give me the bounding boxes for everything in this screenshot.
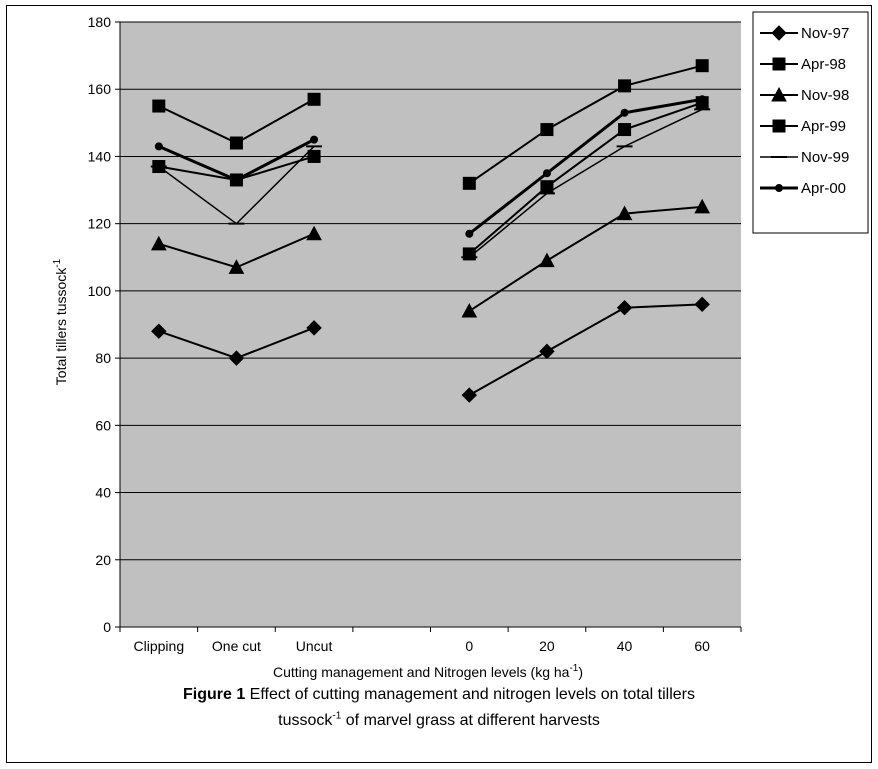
y-tick-label: 20: [95, 552, 111, 568]
legend-entry: Nov-98: [760, 86, 849, 104]
x-tick-label: 40: [617, 638, 633, 654]
legend-marker: [772, 57, 786, 71]
y-tick-label: 40: [95, 485, 111, 501]
caption-label: Figure 1: [183, 686, 246, 703]
series-apr-98: [152, 59, 709, 190]
y-tick-label: 100: [88, 283, 112, 299]
x-axis-title: Cutting management and Nitrogen levels (…: [273, 663, 583, 680]
data-point: [539, 252, 555, 268]
data-point: [152, 99, 166, 113]
data-point: [306, 320, 322, 336]
series-nov-97: [151, 296, 710, 403]
data-point: [694, 198, 711, 214]
y-tick-label: 160: [88, 81, 112, 97]
data-point: [154, 142, 163, 151]
caption-text-2b: of marvel grass at different harvests: [341, 712, 600, 729]
data-point: [151, 323, 167, 339]
data-point: [616, 299, 633, 316]
legend-label: Nov-98: [801, 87, 849, 104]
x-tick-label: Uncut: [296, 638, 333, 654]
caption-line-1: Figure 1 Effect of cutting management an…: [0, 682, 878, 708]
series-line: [468, 101, 703, 255]
legend-label: Apr-00: [801, 180, 846, 197]
data-point: [465, 229, 474, 238]
data-point: [618, 123, 632, 137]
y-tick-label: 120: [88, 216, 112, 232]
data-point: [461, 387, 478, 403]
legend-entry: Apr-98: [760, 56, 846, 73]
axes: [115, 21, 742, 632]
data-point: [462, 176, 476, 190]
series-line: [468, 97, 703, 235]
legend-marker: [771, 25, 787, 41]
legend-marker: [772, 119, 786, 133]
data-point: [539, 343, 555, 360]
legend-label: Apr-99: [801, 118, 846, 135]
chart: 0 20 40 60 80 100 120 140 160 180 Clipping One cut U…: [52, 11, 869, 680]
data-point: [616, 205, 633, 221]
x-tick-label: 0: [465, 638, 473, 654]
data-point: [540, 123, 554, 137]
data-point: [698, 95, 707, 104]
y-tick-label: 80: [95, 350, 111, 366]
legend-entry: Apr-99: [760, 118, 846, 135]
data-point: [306, 225, 322, 241]
legend-entry: Apr-00: [760, 180, 846, 197]
legend: [752, 11, 869, 234]
series-apr-00: [154, 95, 707, 238]
caption-superscript: -1: [332, 710, 342, 722]
legend-label: Nov-99: [801, 149, 849, 166]
legend-entry: Nov-97: [760, 25, 849, 42]
figure-caption: Figure 1 Effect of cutting management an…: [0, 682, 878, 734]
data-point: [307, 149, 321, 163]
legend-marker: [771, 86, 787, 102]
gridlines: [120, 21, 741, 561]
data-point: [542, 169, 551, 178]
y-tick-label: 140: [88, 148, 112, 164]
caption-text-2a: tussock: [278, 712, 333, 729]
legend-entry: Nov-99: [760, 149, 849, 166]
data-point: [310, 135, 319, 144]
data-point: [695, 59, 709, 73]
data-point: [694, 296, 710, 313]
legend-label: Apr-98: [801, 56, 846, 73]
x-tick-label: One cut: [212, 638, 261, 654]
plot-area: [120, 22, 741, 627]
series-line: [468, 205, 703, 312]
series-group: [150, 59, 711, 403]
legend-label: Nov-97: [801, 25, 849, 42]
data-point: [232, 175, 241, 184]
caption-line-2: tussock-1 of marvel grass at different h…: [0, 708, 878, 734]
data-point: [228, 259, 245, 274]
y-tick-label: 60: [95, 417, 111, 433]
series-nov-99: [150, 108, 711, 259]
data-point: [228, 350, 245, 366]
x-tick-label: 60: [694, 638, 710, 654]
data-point: [229, 136, 243, 150]
series-line: [468, 64, 703, 185]
legend-marker: [775, 184, 783, 192]
tick-labels: 0 20 40 60 80 100 120 140 160 180 Clipping One cut U…: [88, 14, 711, 654]
data-point: [461, 303, 478, 318]
y-tick-label: 180: [88, 14, 112, 30]
data-point: [150, 235, 167, 251]
y-axis-title: Total tillers tussock-1: [52, 258, 69, 385]
caption-text-1: Effect of cutting management and nitroge…: [245, 686, 695, 703]
y-tick-label: 0: [103, 619, 111, 635]
data-point: [307, 92, 321, 106]
data-point: [618, 79, 632, 93]
x-tick-label: 20: [539, 638, 555, 654]
data-point: [620, 108, 629, 117]
series-line: [468, 303, 703, 396]
series-line: [468, 108, 703, 258]
series-nov-98: [150, 198, 711, 318]
legend-entries: Nov-97 Apr-98 Nov-98 Apr-99 Nov-99 Apr-00: [760, 25, 849, 197]
x-tick-label: Clipping: [134, 638, 185, 654]
